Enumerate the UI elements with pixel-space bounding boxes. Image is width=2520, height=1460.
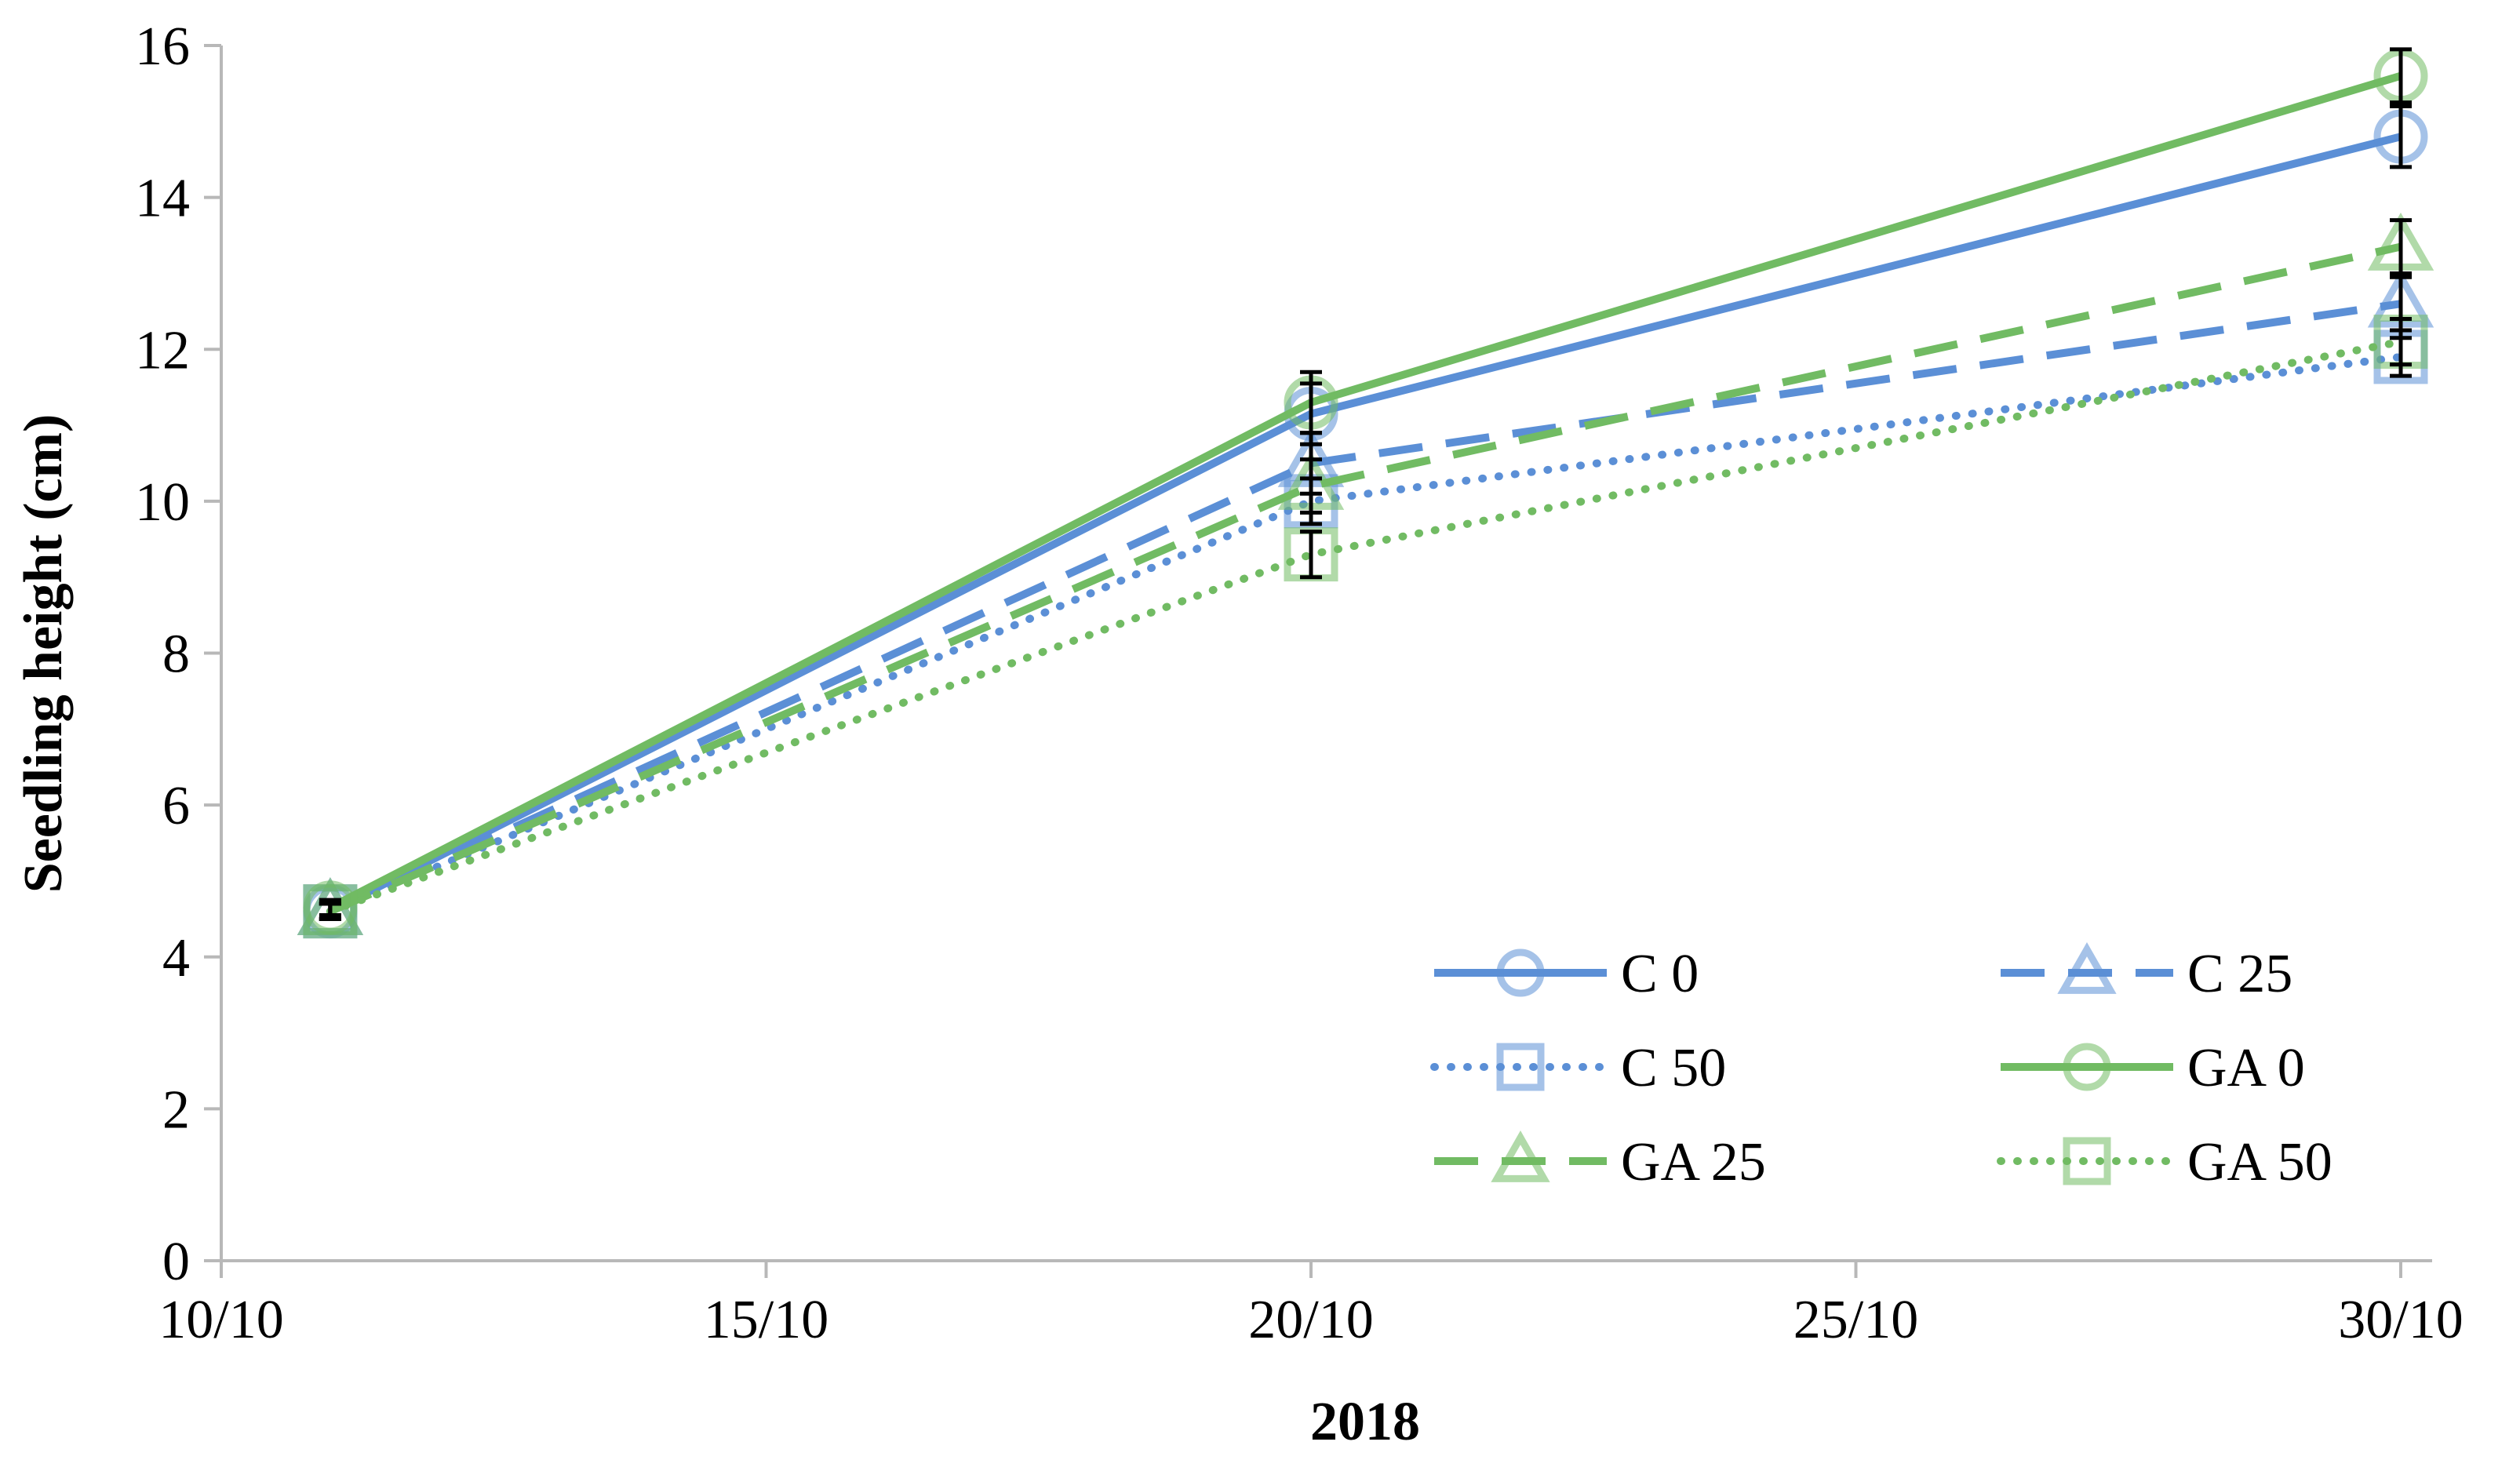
y-tick-label: 10 [135, 472, 190, 533]
legend-item-ga-25: GA 25 [1434, 1130, 1766, 1192]
x-tick-label: 25/10 [1793, 1290, 1918, 1350]
y-tick-label: 12 [135, 320, 190, 380]
x-axis-ticks: 10/10 15/10 20/10 25/10 30/10 [158, 1261, 2464, 1350]
series-line [326, 352, 2405, 916]
data-point-marker [303, 884, 358, 939]
series-line [328, 242, 2402, 916]
x-tick-label: 30/10 [2338, 1290, 2463, 1350]
x-tick-label: 20/10 [1248, 1290, 1373, 1350]
y-axis-title: Seedling height (cm) [13, 414, 74, 894]
legend-label: GA 25 [1621, 1132, 1766, 1192]
data-point-marker [2057, 942, 2117, 994]
legend-item-c-0: C 0 [1434, 944, 1699, 1004]
legend-label: C 50 [1621, 1038, 1726, 1098]
series-c-50 [303, 330, 2428, 939]
legend-item-ga-50: GA 50 [1997, 1132, 2332, 1192]
plot-series [297, 47, 2434, 939]
y-tick-label: 4 [162, 928, 190, 989]
x-tick-label: 15/10 [704, 1290, 828, 1350]
data-point-marker [2063, 1137, 2111, 1185]
legend: C 0 C 25 C 50 GA 0 GA 25 GA 50 [1430, 942, 2332, 1192]
y-axis-ticks: 0 2 4 6 8 10 12 14 16 [135, 16, 221, 1292]
y-tick-label: 0 [162, 1232, 190, 1292]
data-point-marker [2063, 1043, 2111, 1091]
legend-item-c-25: C 25 [2001, 942, 2292, 1004]
series-line [326, 337, 2405, 916]
series-ga-50 [303, 315, 2428, 939]
data-point-marker [1491, 1130, 1550, 1182]
y-tick-label: 14 [135, 169, 190, 229]
axes: 0 2 4 6 8 10 12 14 16 10/10 15/10 20/10 25/10 30/10 [135, 16, 2464, 1350]
legend-item-ga-0: GA 0 [2001, 1038, 2305, 1098]
legend-item-c-50: C 50 [1430, 1038, 1726, 1098]
y-tick-label: 16 [135, 16, 190, 77]
series-c-0 [303, 109, 2428, 939]
error-bars [319, 47, 2412, 921]
data-point-marker [1496, 1043, 1545, 1091]
x-axis-title: 2018 [1310, 1392, 1420, 1452]
y-tick-label: 8 [162, 624, 190, 685]
legend-label: GA 0 [2187, 1038, 2305, 1098]
y-tick-label: 2 [162, 1080, 190, 1140]
data-point-marker [1496, 948, 1545, 997]
legend-label: C 0 [1621, 944, 1699, 1004]
legend-label: GA 50 [2187, 1132, 2332, 1192]
series-ga-25 [297, 212, 2434, 936]
y-tick-label: 6 [162, 776, 190, 836]
legend-label: C 25 [2187, 944, 2292, 1004]
x-tick-label: 10/10 [158, 1290, 283, 1350]
series-c-25 [297, 269, 2434, 936]
series-line [328, 300, 2402, 916]
